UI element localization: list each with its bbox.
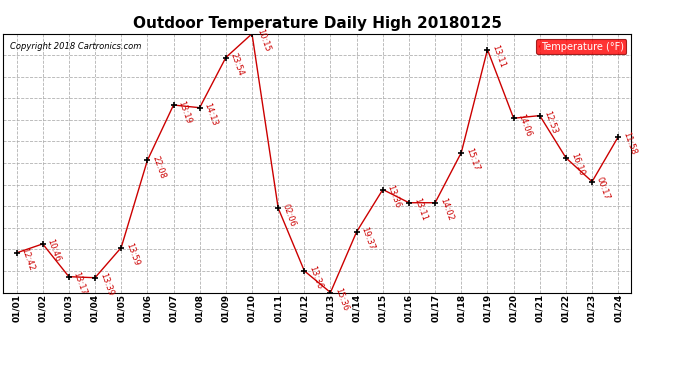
Text: 13:19: 13:19 [176, 99, 193, 125]
Title: Outdoor Temperature Daily High 20180125: Outdoor Temperature Daily High 20180125 [133, 16, 502, 31]
Text: 15:36: 15:36 [333, 286, 350, 312]
Text: 14:02: 14:02 [438, 197, 455, 222]
Text: 12:53: 12:53 [542, 110, 559, 135]
Text: 14:06: 14:06 [516, 112, 533, 138]
Text: Copyright 2018 Cartronics.com: Copyright 2018 Cartronics.com [10, 42, 141, 51]
Text: 10:15: 10:15 [255, 28, 271, 53]
Text: 19:37: 19:37 [359, 226, 376, 252]
Legend: Temperature (°F): Temperature (°F) [535, 39, 627, 54]
Text: 16:10: 16:10 [569, 152, 585, 177]
Text: 13:17: 13:17 [72, 271, 88, 296]
Text: 00:17: 00:17 [595, 176, 611, 201]
Text: 13:59: 13:59 [124, 242, 141, 267]
Text: 13:36: 13:36 [307, 265, 324, 291]
Text: 12:42: 12:42 [19, 247, 36, 272]
Text: 11:58: 11:58 [621, 131, 638, 156]
Text: 13:39: 13:39 [98, 272, 115, 297]
Text: 23:54: 23:54 [228, 52, 245, 77]
Text: 22:08: 22:08 [150, 154, 167, 180]
Text: 13:11: 13:11 [412, 197, 428, 222]
Text: 02:06: 02:06 [281, 202, 297, 228]
Text: 13:11: 13:11 [490, 44, 507, 69]
Text: 13:36: 13:36 [386, 184, 402, 209]
Text: 10:46: 10:46 [46, 238, 62, 264]
Text: 14:13: 14:13 [202, 102, 219, 128]
Text: 15:17: 15:17 [464, 147, 481, 172]
